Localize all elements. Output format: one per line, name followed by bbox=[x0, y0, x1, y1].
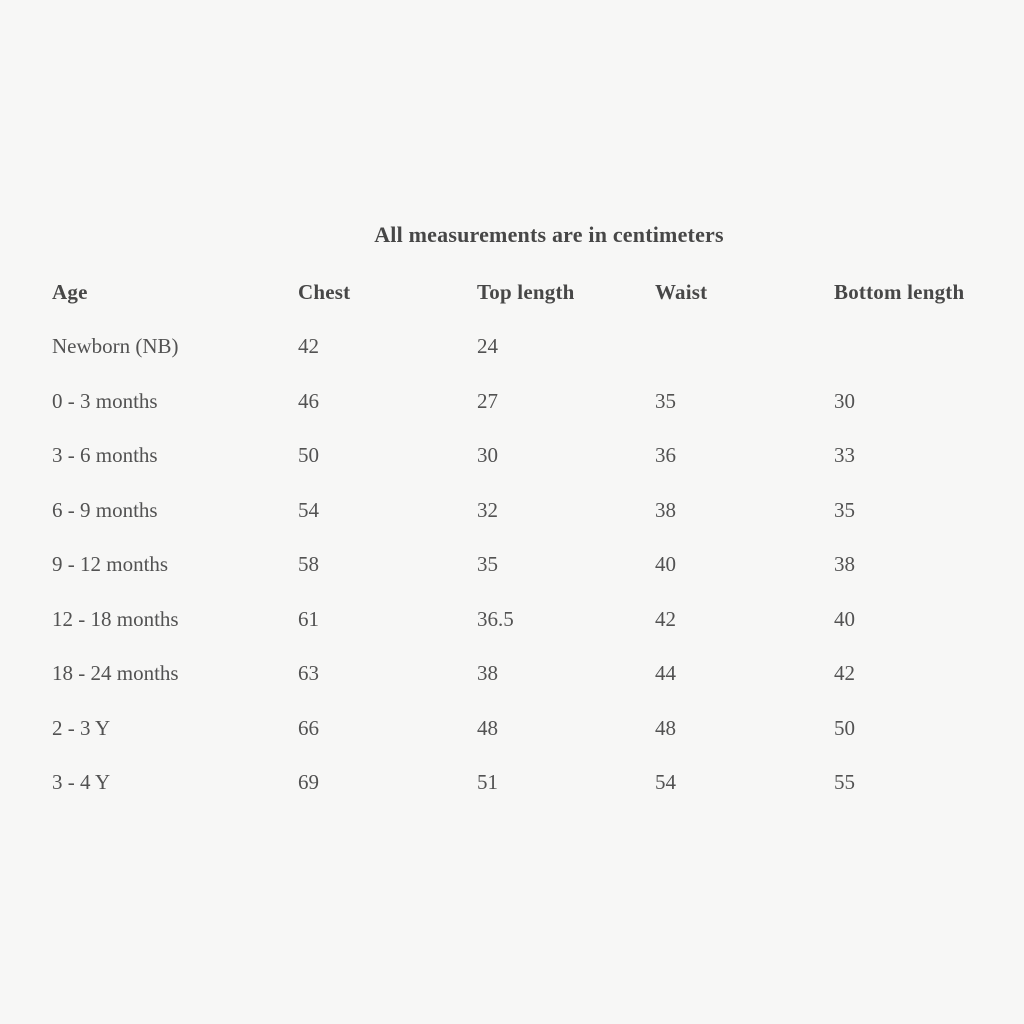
cell-age: 9 - 12 months bbox=[52, 552, 169, 577]
cell-chest: 50 bbox=[298, 443, 319, 468]
cell-age: 2 - 3 Y bbox=[52, 715, 111, 740]
cell-waist: 35 bbox=[655, 388, 676, 413]
cell-bottom-length: 42 bbox=[834, 661, 855, 686]
table-row: 2 - 3 Y 66 48 48 50 bbox=[52, 701, 1024, 756]
cell-bottom-length: 38 bbox=[834, 552, 855, 577]
cell-bottom-length: 30 bbox=[834, 388, 855, 413]
cell-chest: 61 bbox=[298, 606, 319, 631]
table-row: 6 - 9 months 54 32 38 35 bbox=[52, 483, 1024, 538]
table-header-row: Age Chest Top length Waist Bottom length bbox=[52, 265, 1024, 320]
cell-top-length: 51 bbox=[477, 770, 498, 795]
cell-bottom-length: 33 bbox=[834, 443, 855, 468]
cell-top-length: 36.5 bbox=[477, 606, 514, 631]
cell-top-length: 32 bbox=[477, 497, 498, 522]
cell-bottom-length: 40 bbox=[834, 606, 855, 631]
table-row: Newborn (NB) 42 24 bbox=[52, 320, 1024, 375]
cell-top-length: 48 bbox=[477, 715, 498, 740]
cell-chest: 69 bbox=[298, 770, 319, 795]
cell-top-length: 38 bbox=[477, 661, 498, 686]
cell-chest: 46 bbox=[298, 388, 319, 413]
cell-age: 0 - 3 months bbox=[52, 388, 158, 413]
cell-bottom-length: 50 bbox=[834, 715, 855, 740]
cell-age: 18 - 24 months bbox=[52, 661, 179, 686]
table-row: 3 - 6 months 50 30 36 33 bbox=[52, 429, 1024, 484]
cell-waist: 44 bbox=[655, 661, 676, 686]
cell-bottom-length: 35 bbox=[834, 497, 855, 522]
table-row: 3 - 4 Y 69 51 54 55 bbox=[52, 756, 1024, 811]
page-title: All measurements are in centimeters bbox=[374, 222, 724, 247]
size-chart-table: Age Chest Top length Waist Bottom length New… bbox=[52, 265, 1024, 810]
cell-chest: 54 bbox=[298, 497, 319, 522]
column-header-age: Age bbox=[52, 279, 88, 304]
table-row: 12 - 18 months 61 36.5 42 40 bbox=[52, 592, 1024, 647]
cell-top-length: 27 bbox=[477, 388, 498, 413]
column-header-waist: Waist bbox=[655, 279, 708, 304]
column-header-top-length: Top length bbox=[477, 279, 575, 304]
cell-bottom-length: 55 bbox=[834, 770, 855, 795]
cell-top-length: 30 bbox=[477, 443, 498, 468]
cell-waist: 48 bbox=[655, 715, 676, 740]
cell-waist: 54 bbox=[655, 770, 676, 795]
table-row: 18 - 24 months 63 38 44 42 bbox=[52, 647, 1024, 702]
table-row: 9 - 12 months 58 35 40 38 bbox=[52, 538, 1024, 593]
cell-waist: 36 bbox=[655, 443, 676, 468]
cell-waist: 42 bbox=[655, 606, 676, 631]
cell-top-length: 24 bbox=[477, 334, 498, 359]
cell-waist: 38 bbox=[655, 497, 676, 522]
cell-age: Newborn (NB) bbox=[52, 334, 179, 359]
cell-age: 6 - 9 months bbox=[52, 497, 158, 522]
cell-chest: 66 bbox=[298, 715, 319, 740]
cell-bottom-length bbox=[834, 320, 1024, 375]
cell-waist bbox=[655, 320, 834, 375]
cell-top-length: 35 bbox=[477, 552, 498, 577]
table-row: 0 - 3 months 46 27 35 30 bbox=[52, 374, 1024, 429]
cell-age: 3 - 4 Y bbox=[52, 770, 111, 795]
cell-chest: 58 bbox=[298, 552, 319, 577]
cell-chest: 42 bbox=[298, 334, 319, 359]
cell-chest: 63 bbox=[298, 661, 319, 686]
column-header-chest: Chest bbox=[298, 279, 351, 304]
column-header-bottom-length: Bottom length bbox=[834, 279, 965, 304]
cell-age: 3 - 6 months bbox=[52, 443, 158, 468]
cell-age: 12 - 18 months bbox=[52, 606, 179, 631]
cell-waist: 40 bbox=[655, 552, 676, 577]
